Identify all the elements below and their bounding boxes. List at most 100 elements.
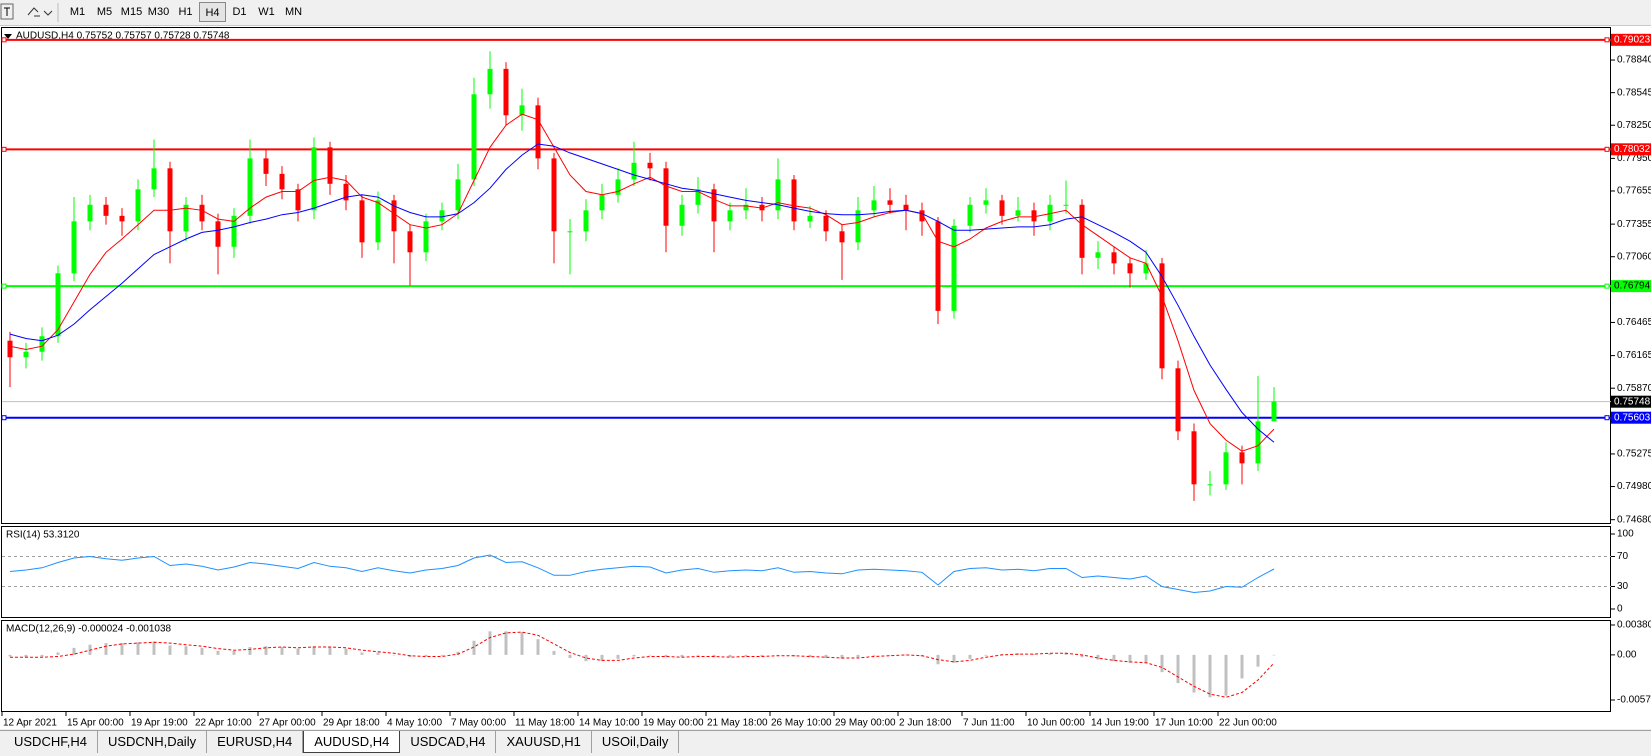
candle-body xyxy=(919,210,925,222)
candle-body xyxy=(359,200,365,243)
rsi-title: RSI(14) 53.3120 xyxy=(6,530,80,541)
timeframe-button[interactable]: M15 xyxy=(120,6,143,18)
dropdown-arrow[interactable] xyxy=(43,10,53,16)
macd-histogram-bar xyxy=(952,654,956,663)
macd-histogram-bar xyxy=(1272,654,1276,656)
candle-body xyxy=(983,200,989,205)
candle-body xyxy=(999,200,1005,216)
y-tick-label: 0.74680 xyxy=(1617,514,1651,525)
level-handle xyxy=(1,146,7,152)
candle-body xyxy=(1127,263,1133,274)
chart-tab[interactable]: USOil,Daily xyxy=(592,731,680,753)
y-tick-label: 0 xyxy=(1617,604,1623,615)
macd-histogram-bar xyxy=(360,652,364,655)
candle-body xyxy=(551,158,557,232)
timeframe-button[interactable]: H4 xyxy=(199,2,226,22)
macd-histogram-bar xyxy=(392,654,396,656)
candle-body xyxy=(295,189,301,211)
macd-histogram-bar xyxy=(968,654,972,659)
y-tick-label: -0.00575 xyxy=(1617,695,1651,706)
macd-histogram-bar xyxy=(488,631,492,655)
candle-body xyxy=(823,215,829,232)
x-tick-label: 22 Jun 00:00 xyxy=(1219,718,1277,729)
macd-histogram-bar xyxy=(104,643,108,655)
candle-body xyxy=(1207,484,1213,486)
candle-body xyxy=(151,168,157,190)
symbol-marker xyxy=(4,34,12,39)
candle-body xyxy=(311,147,317,211)
macd-title: MACD(12,26,9) -0.000024 -0.001038 xyxy=(6,624,172,635)
y-tick-label: 100 xyxy=(1617,529,1634,540)
level-handle xyxy=(1604,283,1610,289)
chart-tab[interactable]: USDCHF,H4 xyxy=(4,731,98,753)
macd-histogram-bar xyxy=(232,650,236,655)
candle-body xyxy=(343,183,349,201)
macd-histogram-bar xyxy=(728,654,732,658)
macd-histogram-bar xyxy=(216,650,220,655)
macd-histogram-bar xyxy=(1176,654,1180,684)
macd-pane-frame xyxy=(1,620,1611,712)
y-tick-label: 0.76465 xyxy=(1617,317,1651,328)
chart-tab[interactable]: AUDUSD,H4 xyxy=(303,731,401,753)
chart-tab[interactable]: EURUSD,H4 xyxy=(207,731,304,753)
y-tick-label: 0.78840 xyxy=(1617,55,1651,66)
chart-tab[interactable]: USDCNH,Daily xyxy=(98,731,208,753)
x-tick-label: 7 Jun 11:00 xyxy=(963,718,1015,729)
chart-tab[interactable]: USDCAD,H4 xyxy=(400,731,497,753)
level-label: 0.76794 xyxy=(1614,281,1651,292)
candle-body xyxy=(215,221,221,247)
macd-histogram-bar xyxy=(312,646,316,655)
macd-histogram-bar xyxy=(840,654,844,659)
y-tick-label: 70 xyxy=(1617,551,1629,562)
macd-histogram-bar xyxy=(248,647,252,655)
macd-histogram-bar xyxy=(136,642,140,655)
candle-body xyxy=(1271,401,1277,422)
macd-histogram-bar xyxy=(696,654,700,656)
candle-body xyxy=(711,189,717,222)
macd-histogram-bar xyxy=(168,645,172,655)
chart: AUDUSD,H4 0.75752 0.75757 0.75728 0.7574… xyxy=(0,26,1651,729)
candle-body xyxy=(807,215,813,222)
chart-tab[interactable]: XAUUSD,H1 xyxy=(496,731,592,753)
x-tick-label: 2 Jun 18:00 xyxy=(899,718,952,729)
macd-histogram-bar xyxy=(1096,654,1100,660)
macd-histogram-bar xyxy=(456,651,460,655)
text-tool-icon[interactable] xyxy=(0,3,14,20)
candle-body xyxy=(1143,263,1149,274)
candle-body xyxy=(199,204,205,222)
macd-histogram-bar xyxy=(872,654,876,656)
rsi-line xyxy=(9,554,1275,594)
timeframe-button[interactable]: H1 xyxy=(178,6,193,18)
candle-body xyxy=(1015,210,1021,216)
candle-body xyxy=(695,189,701,205)
x-tick-label: 14 May 10:00 xyxy=(579,718,640,729)
timeframe-button[interactable]: MN xyxy=(284,6,303,18)
level-handle xyxy=(1604,146,1610,152)
x-tick-label: 11 May 18:00 xyxy=(515,718,575,729)
candle-body xyxy=(1191,431,1197,485)
timeframe-button[interactable]: W1 xyxy=(258,6,275,18)
candle-body xyxy=(423,221,429,253)
candle-body xyxy=(1063,204,1069,206)
macd-histogram-bar xyxy=(584,654,588,662)
macd-histogram-bar xyxy=(776,654,780,656)
current-price-box xyxy=(1611,395,1651,408)
timeframe-button[interactable]: M5 xyxy=(96,6,113,18)
x-tick-label: 19 May 00:00 xyxy=(643,718,704,729)
macd-histogram-bar xyxy=(1160,654,1164,673)
candle-body xyxy=(7,340,13,358)
macd-histogram-bar xyxy=(280,647,284,655)
moving-average xyxy=(9,143,1275,443)
macd-histogram-bar xyxy=(504,631,508,655)
candle-body xyxy=(855,210,861,243)
x-tick-label: 15 Apr 00:00 xyxy=(67,718,124,729)
timeframe-button[interactable]: M1 xyxy=(69,6,86,18)
candle-body xyxy=(135,189,141,222)
timeframe-button[interactable]: D1 xyxy=(232,6,247,18)
y-tick-label: 0.00 xyxy=(1617,650,1637,661)
draw-tool-icon[interactable] xyxy=(27,7,40,17)
macd-histogram-bar xyxy=(72,647,76,655)
macd-histogram-bar xyxy=(472,640,476,655)
timeframe-button[interactable]: M30 xyxy=(147,6,170,18)
candle-body xyxy=(951,225,957,311)
